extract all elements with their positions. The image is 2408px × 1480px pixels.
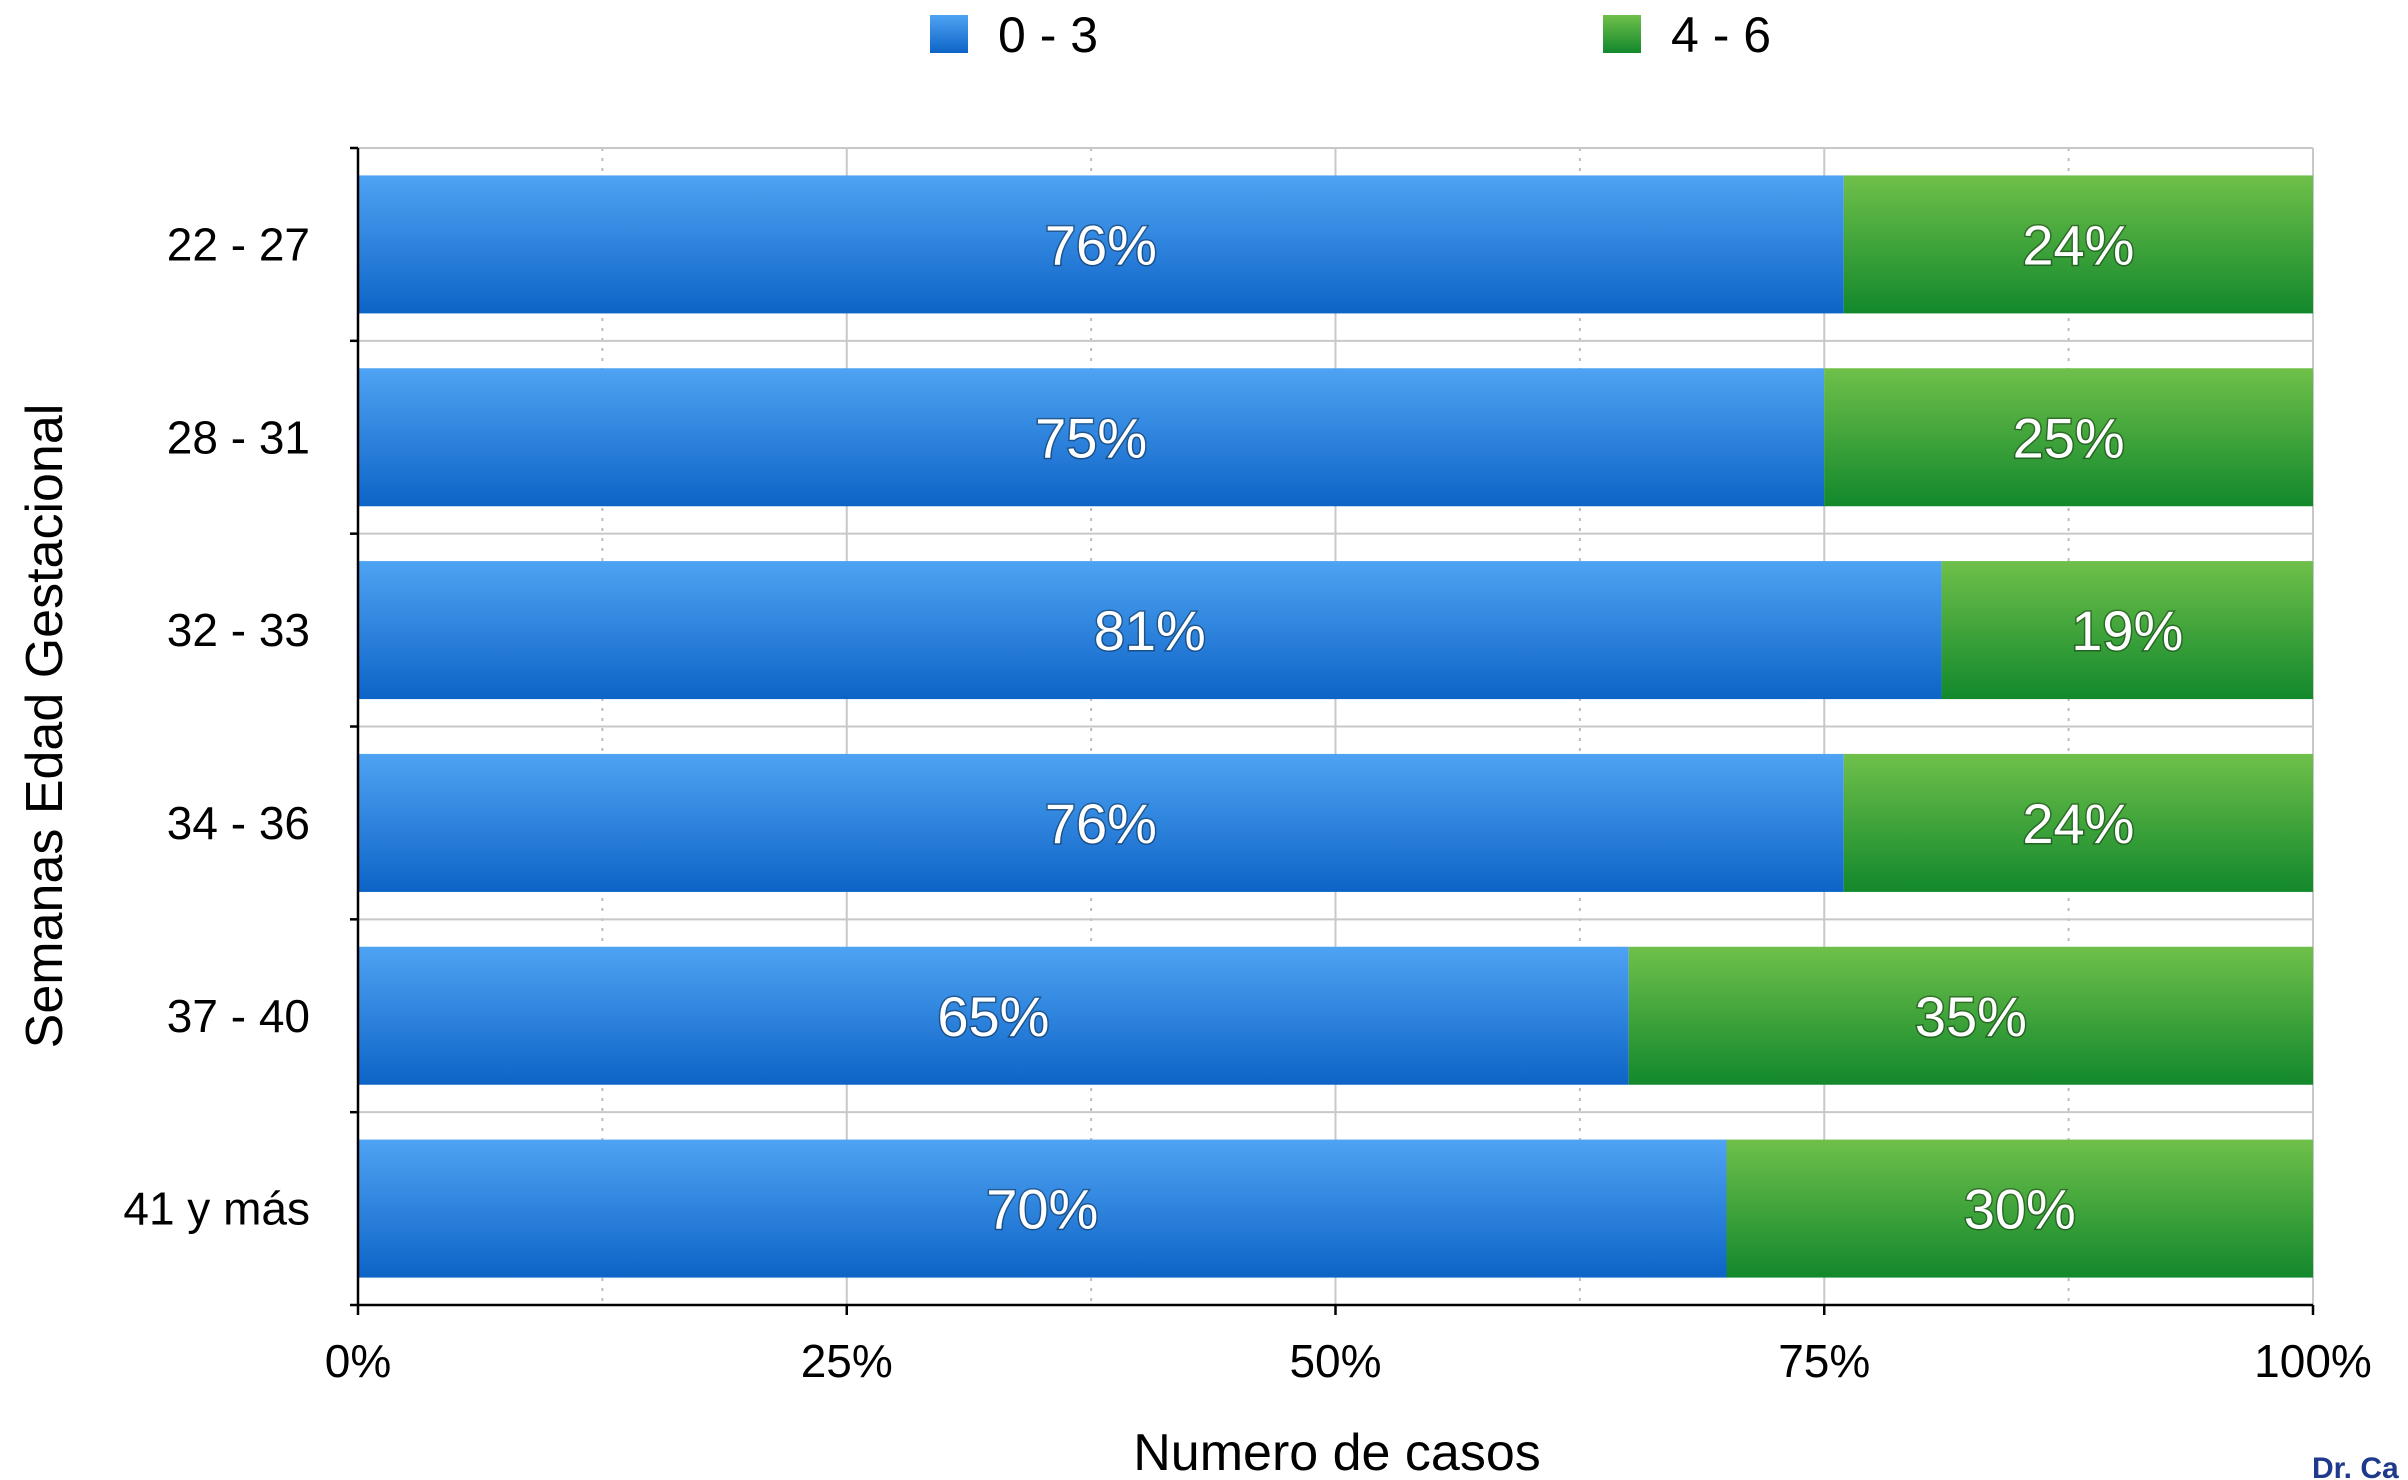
bar-series-2: [1628, 946, 2313, 1085]
x-axis-title: Numero de casos: [1133, 1424, 1541, 1480]
bar-series-1: [358, 1139, 1727, 1278]
bar-value-label: 24%: [2022, 792, 2134, 855]
bar-series-1: [358, 561, 1942, 700]
legend-swatch: [1603, 15, 1641, 53]
bar-value-label: 30%: [1964, 1178, 2076, 1241]
bar-value-label: 24%: [2022, 213, 2134, 276]
bar-series-2: [1824, 368, 2313, 507]
y-tick-label: 41 y más: [123, 1183, 310, 1235]
grid-lines: [358, 147, 2314, 1306]
bar-value-label: 65%: [937, 985, 1049, 1048]
bar-series-2: [1843, 753, 2313, 892]
bars: 76% 24% 75% 25% 81% 19% 76% 24% 65% 35% 70% 30%: [358, 175, 2313, 1278]
bar-series-2: [1843, 175, 2313, 314]
bar-series-2: [1941, 561, 2313, 700]
bar-value-label: 76%: [1045, 213, 1157, 276]
y-tick-label: 28 - 31: [167, 411, 310, 463]
author-credit: Dr. Ca: [2312, 1452, 2399, 1480]
y-tick-label: 22 - 27: [167, 218, 310, 270]
x-tick-label: 25%: [801, 1335, 893, 1387]
bar-value-label: 25%: [2013, 406, 2125, 469]
bar-series-1: [358, 175, 1844, 314]
bar-value-label: 76%: [1045, 792, 1157, 855]
y-tick-label: 32 - 33: [167, 604, 310, 656]
legend: 0 - 3 4 - 6: [930, 7, 1771, 63]
y-axis-title: Semanas Edad Gestacional: [16, 404, 74, 1049]
legend-label: 4 - 6: [1671, 7, 1771, 63]
x-tick-label: 0%: [325, 1335, 391, 1387]
bar-value-label: 70%: [986, 1178, 1098, 1241]
axes: 22 - 27 28 - 31 32 - 33 34 - 36 37 - 40 41 y …: [123, 146, 2372, 1387]
bar-series-2: [1726, 1139, 2313, 1278]
x-tick-label: 75%: [1778, 1335, 1870, 1387]
x-tick-label: 50%: [1289, 1335, 1381, 1387]
x-tick-label: 100%: [2254, 1335, 2372, 1387]
legend-label: 0 - 3: [998, 7, 1098, 63]
bar-value-label: 81%: [1094, 599, 1206, 662]
bar-series-1: [358, 946, 1629, 1085]
y-tick-label: 34 - 36: [167, 797, 310, 849]
bar-series-1: [358, 753, 1844, 892]
bar-value-label: 35%: [1915, 985, 2027, 1048]
y-tick-label: 37 - 40: [167, 990, 310, 1042]
bar-value-label: 75%: [1035, 406, 1147, 469]
bar-value-label: 19%: [2071, 599, 2183, 662]
legend-swatch: [930, 15, 968, 53]
bar-series-1: [358, 368, 1825, 507]
